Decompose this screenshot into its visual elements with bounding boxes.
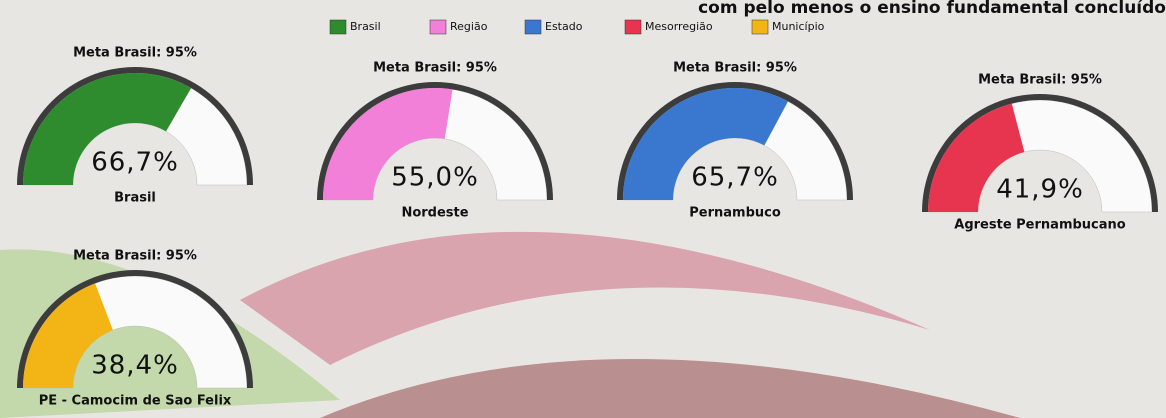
decor — [240, 231, 930, 365]
gauge-value — [323, 87, 453, 200]
gauge-title: Meta Brasil: 95% — [73, 46, 197, 61]
gauge-value-label: 66,7% — [91, 148, 179, 178]
gauge-value — [623, 88, 789, 200]
gauge-value — [928, 103, 1025, 212]
legend-swatch — [624, 19, 642, 35]
legend-label: Brasil — [350, 20, 381, 33]
legend-swatch — [524, 19, 542, 35]
gauge-label: Brasil — [114, 191, 156, 206]
gauge-value — [23, 72, 192, 185]
decor — [320, 359, 1020, 418]
legend-label: Região — [450, 20, 488, 33]
legend-label: Município — [772, 20, 825, 33]
gauge-value-label: 41,9% — [996, 175, 1084, 205]
gauge-label: Agreste Pernambucano — [954, 218, 1126, 233]
legend-swatch — [751, 19, 769, 35]
legend-swatch — [429, 19, 447, 35]
legend-label: Mesorregião — [645, 20, 713, 33]
gauge-label: Nordeste — [401, 206, 468, 221]
legend-label: Estado — [545, 20, 583, 33]
gauge-value-label: 65,7% — [691, 163, 779, 193]
gauge-value-label: 38,4% — [91, 351, 179, 381]
gauge-label: Pernambuco — [689, 206, 781, 221]
gauge-title: Meta Brasil: 95% — [373, 61, 497, 76]
chart-title: com pelo menos o ensino fundamental conc… — [698, 0, 1166, 18]
gauge-label: PE - Camocim de Sao Felix — [39, 394, 232, 409]
gauge-title: Meta Brasil: 95% — [673, 61, 797, 76]
gauge-title: Meta Brasil: 95% — [73, 249, 197, 264]
gauge-value — [23, 283, 113, 388]
gauge-title: Meta Brasil: 95% — [978, 73, 1102, 88]
legend-swatch — [329, 19, 347, 35]
gauge-value-label: 55,0% — [391, 163, 479, 193]
